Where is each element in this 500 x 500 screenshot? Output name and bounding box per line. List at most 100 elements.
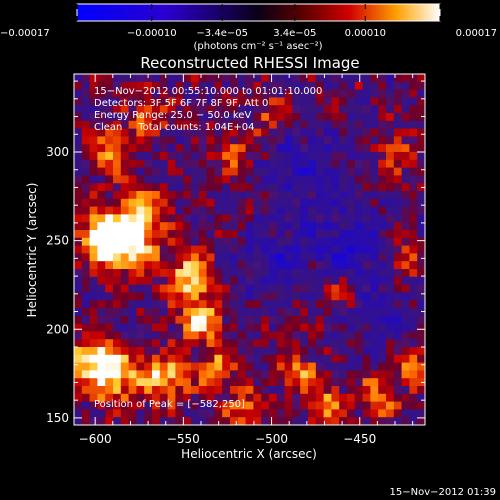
- heatmap-cell: [409, 347, 418, 356]
- heatmap-cell: [97, 237, 106, 246]
- heatmap-cell: [347, 253, 356, 262]
- heatmap-cell: [144, 284, 153, 293]
- heatmap-cell: [81, 253, 90, 262]
- heatmap-cell: [237, 401, 246, 410]
- heatmap-cell: [120, 167, 129, 176]
- heatmap-cell: [261, 175, 270, 184]
- heatmap-cell: [113, 167, 122, 176]
- heatmap-cell: [89, 159, 98, 168]
- heatmap-cell: [253, 198, 262, 207]
- heatmap-cell: [370, 144, 379, 153]
- heatmap-cell: [237, 308, 246, 317]
- heatmap-cell: [269, 354, 278, 363]
- heatmap-cell: [237, 81, 246, 90]
- heatmap-cell: [214, 105, 223, 114]
- heatmap-cell: [331, 331, 340, 340]
- heatmap-cell: [276, 230, 285, 239]
- heatmap-cell: [206, 230, 215, 239]
- heatmap-cell: [136, 409, 145, 418]
- heatmap-cell: [269, 362, 278, 371]
- heatmap-cell: [191, 175, 200, 184]
- heatmap-cell: [105, 378, 114, 387]
- heatmap-cell: [401, 230, 410, 239]
- heatmap-cell: [378, 183, 387, 192]
- heatmap-cell: [81, 113, 90, 122]
- heatmap-cell: [113, 308, 122, 317]
- heatmap-cell: [191, 362, 200, 371]
- heatmap-cell: [386, 253, 395, 262]
- heatmap-cell: [198, 81, 207, 90]
- heatmap-cell: [198, 315, 207, 324]
- heatmap-cell: [113, 315, 122, 324]
- heatmap-cell: [276, 206, 285, 215]
- heatmap-cell: [167, 120, 176, 129]
- heatmap-cell: [354, 401, 363, 410]
- heatmap-cell: [417, 409, 426, 418]
- heatmap-cell: [378, 331, 387, 340]
- heatmap-cell: [214, 401, 223, 410]
- heatmap-cell: [198, 89, 207, 98]
- heatmap-cell: [339, 128, 348, 137]
- heatmap-cell: [300, 113, 309, 122]
- heatmap-cell: [417, 120, 426, 129]
- heatmap-cell: [370, 198, 379, 207]
- heatmap-cell: [323, 315, 332, 324]
- heatmap-cell: [183, 113, 192, 122]
- heatmap-cell: [253, 276, 262, 285]
- heatmap-cell: [128, 409, 137, 418]
- heatmap-cell: [152, 167, 161, 176]
- heatmap-cell: [300, 159, 309, 168]
- heatmap-cell: [113, 152, 122, 161]
- heatmap-cell: [386, 370, 395, 379]
- heatmap-cell: [386, 323, 395, 332]
- heatmap-cell: [276, 308, 285, 317]
- heatmap-cell: [206, 339, 215, 348]
- heatmap-cell: [152, 89, 161, 98]
- heatmap-cell: [206, 128, 215, 137]
- heatmap-cell: [105, 292, 114, 301]
- heatmap-cell: [261, 300, 270, 309]
- heatmap-cell: [167, 261, 176, 270]
- heatmap-cell: [74, 401, 83, 410]
- heatmap-cell: [144, 167, 153, 176]
- heatmap-cell: [362, 276, 371, 285]
- heatmap-cell: [276, 237, 285, 246]
- heatmap-cell: [89, 292, 98, 301]
- heatmap-cell: [354, 113, 363, 122]
- heatmap-cell: [370, 354, 379, 363]
- heatmap-cell: [339, 315, 348, 324]
- heatmap-cell: [339, 323, 348, 332]
- heatmap-cell: [206, 89, 215, 98]
- heatmap-cell: [261, 386, 270, 395]
- heatmap-cell: [81, 401, 90, 410]
- heatmap-cell: [191, 222, 200, 231]
- heatmap-cell: [245, 417, 254, 426]
- heatmap-cell: [253, 347, 262, 356]
- heatmap-cell: [261, 354, 270, 363]
- heatmap-cell: [393, 191, 402, 200]
- heatmap-cell: [136, 401, 145, 410]
- heatmap-cell: [417, 401, 426, 410]
- chart-title: Reconstructed RHESSI Image: [140, 54, 359, 72]
- heatmap-cell: [144, 261, 153, 270]
- heatmap-cell: [409, 339, 418, 348]
- heatmap-cell: [284, 370, 293, 379]
- heatmap-cell: [113, 261, 122, 270]
- heatmap-cell: [401, 167, 410, 176]
- heatmap-cell: [347, 347, 356, 356]
- heatmap-cell: [222, 386, 231, 395]
- annotation-clean-counts: Clean Total counts: 1.04E+04: [94, 122, 254, 133]
- heatmap-cell: [191, 183, 200, 192]
- heatmap-cell: [347, 144, 356, 153]
- heatmap-cell: [159, 191, 168, 200]
- heatmap-cell: [237, 300, 246, 309]
- heatmap-cell: [167, 409, 176, 418]
- heatmap-cell: [354, 89, 363, 98]
- heatmap-cell: [214, 339, 223, 348]
- heatmap-cell: [292, 237, 301, 246]
- heatmap-cell: [183, 362, 192, 371]
- heatmap-cell: [237, 214, 246, 223]
- heatmap-cell: [370, 300, 379, 309]
- heatmap-cell: [308, 347, 317, 356]
- heatmap-cell: [393, 393, 402, 402]
